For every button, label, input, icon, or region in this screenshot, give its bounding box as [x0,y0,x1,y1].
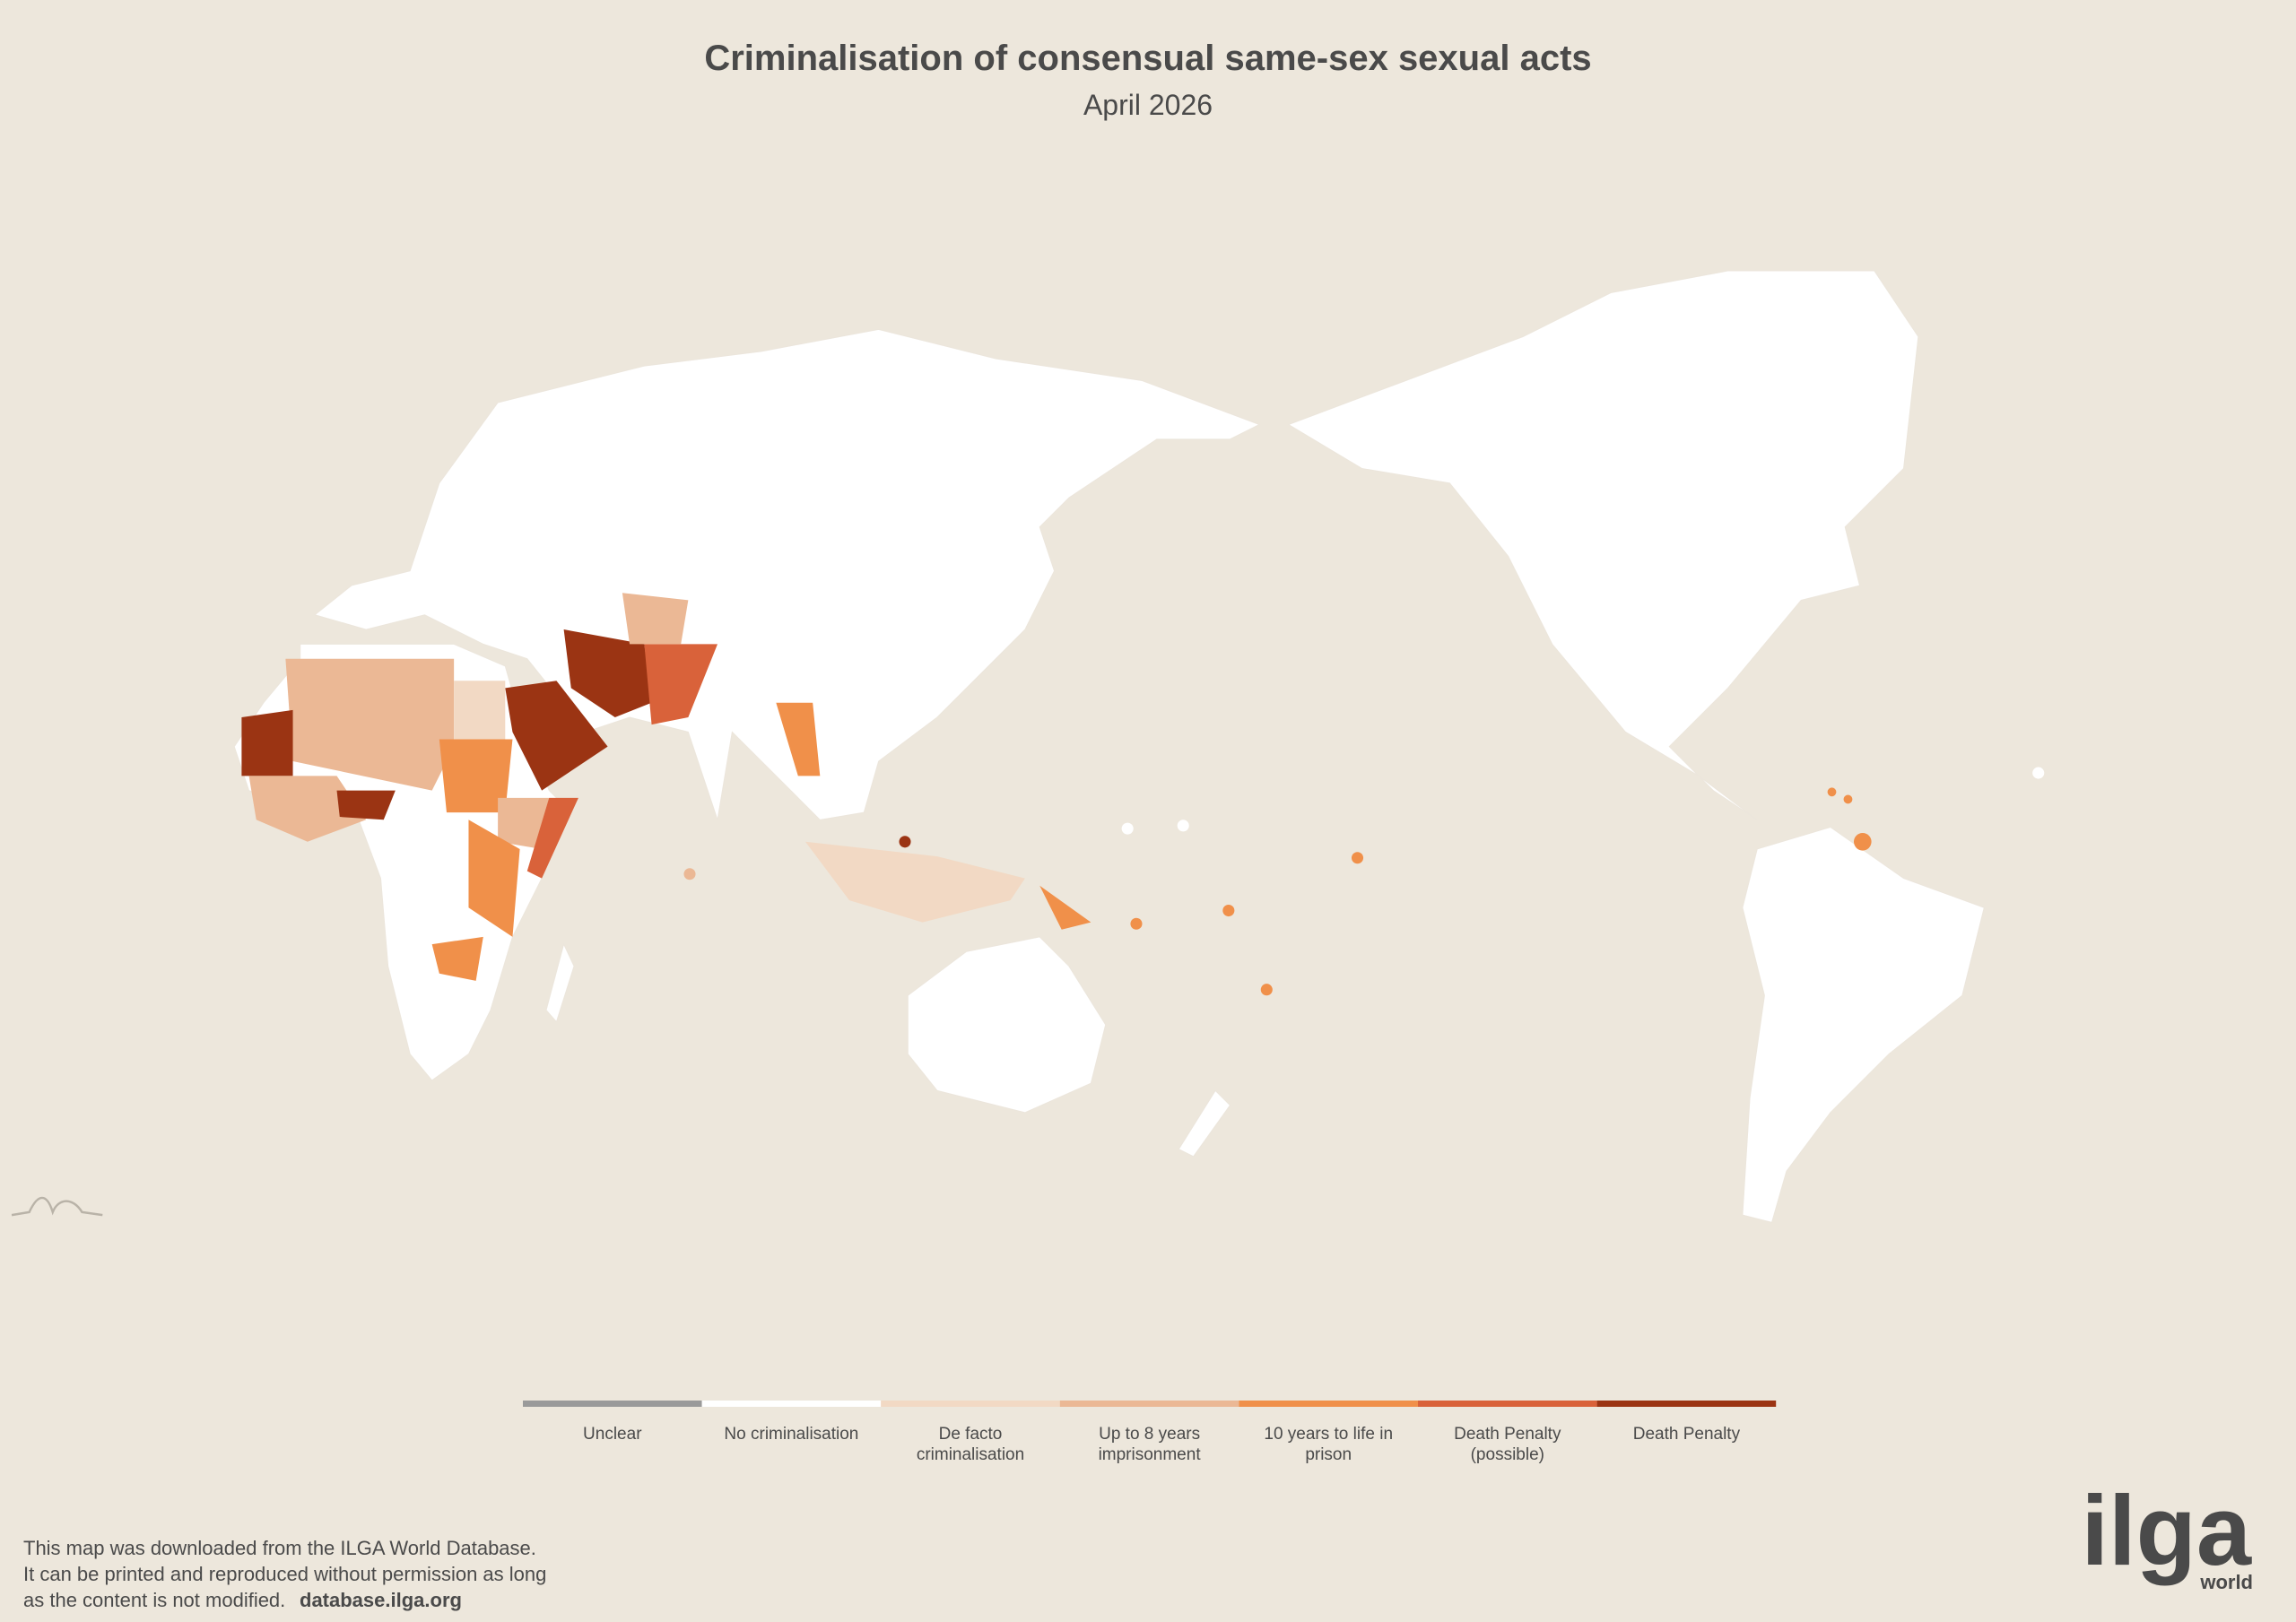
legend-swatch [1596,1401,1777,1407]
brunei [899,836,911,848]
legend-label: prison [1305,1445,1352,1464]
scale-icon [11,1196,103,1217]
madagascar [545,942,575,1023]
nigeria [336,790,396,820]
logo: ilga [2082,1476,2252,1586]
new-zealand [1178,1089,1231,1158]
island [1260,984,1273,996]
southern-africa [431,936,483,981]
title: Criminalisation of consensual same-sex s… [704,39,1591,78]
australia [907,936,1107,1114]
world-map [11,270,2045,1223]
ethiopia [498,797,550,849]
south-america [1742,826,1985,1223]
legend-label: Unclear [583,1425,642,1444]
papua-new-guinea [1039,885,1091,930]
island [1130,917,1143,930]
legend-label: Up to 8 years [1099,1425,1200,1444]
island [2032,767,2045,779]
somalia [526,797,578,879]
legend-label: De facto [939,1425,1003,1444]
island [1351,852,1364,864]
legend: Unclear No criminalisation De factocrimina… [523,1401,1777,1464]
island [1177,820,1189,832]
legend-label: (possible) [1471,1445,1544,1464]
legend-swatch [1239,1401,1418,1407]
legend-swatch [701,1401,882,1407]
footer-link[interactable]: database.ilga.org [300,1589,462,1611]
legend-swatch [1418,1401,1597,1407]
island [1222,905,1235,917]
legend-label: Death Penalty [1454,1425,1561,1444]
island [683,868,696,880]
eurasia [313,328,1261,820]
logo-tagline: world [2199,1571,2253,1593]
egypt-region [454,681,506,740]
footer-line: It can be printed and reproduced without… [23,1563,546,1585]
legend-label: No criminalisation [724,1425,858,1444]
legend-swatch [881,1401,1060,1407]
legend-label: imprisonment [1099,1445,1202,1464]
afghanistan-pakistan [644,644,718,725]
east-africa [468,820,520,937]
legend-label: Death Penalty [1633,1425,1741,1444]
island [1843,794,1853,804]
north-america [1287,270,1919,820]
iran [563,629,652,718]
central-asia [622,593,689,645]
guyana [1853,833,1872,851]
saudi-arabia [505,681,608,791]
indonesia [804,841,1025,923]
legend-swatch [523,1401,702,1407]
legend-label: 10 years to life in [1264,1425,1393,1444]
legend-swatch [1059,1401,1239,1407]
island [1827,787,1837,797]
mauritania [241,709,293,776]
legend-label: criminalisation [917,1445,1024,1464]
north-africa [285,658,455,791]
sudan [439,739,513,813]
subtitle: April 2026 [1083,89,1213,121]
island [1121,822,1134,835]
footer-line: This map was downloaded from the ILGA Wo… [23,1537,536,1559]
myanmar [776,702,821,776]
footer-line: as the content is not modified. [23,1589,285,1611]
west-africa [248,776,367,842]
